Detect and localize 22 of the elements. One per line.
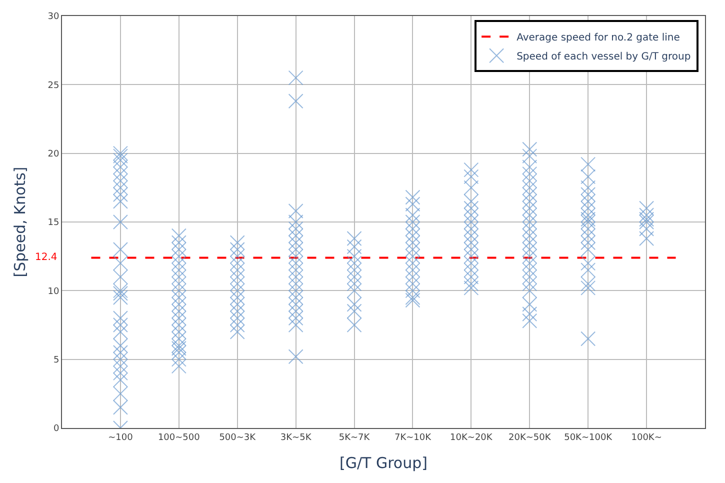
x-tick-label: 5K~7K [338, 432, 371, 443]
y-axis-title: [Speed, Knots] [10, 166, 29, 278]
text: 12.4 [35, 252, 58, 263]
y-tick-label: 30 [48, 12, 60, 22]
x-axis-title: [G/T Group] [340, 454, 428, 472]
y-tick-label: 15 [48, 218, 60, 228]
y-tick-label: 0 [53, 424, 60, 434]
x-tick-label: 10K~20K [450, 432, 494, 443]
x-tick-label: 500~3K [219, 432, 257, 443]
legend-label: Speed of each vessel by G/T group [516, 52, 691, 63]
x-tick-label: ~100 [108, 432, 134, 443]
x-tick-label: 7K~10K [394, 432, 432, 443]
legend-label: Average speed for no.2 gate line [516, 32, 680, 44]
x-tick-label: 100K~ [631, 432, 662, 443]
x-tick-label: 50K~100K [564, 432, 614, 443]
y-tick-label: 25 [48, 80, 60, 91]
x-tick-label: 20K~50K [508, 432, 552, 443]
y-tick-label: 20 [48, 149, 60, 160]
x-tick-label: 3K~5K [280, 432, 312, 443]
y-tick-label: 10 [48, 286, 60, 297]
y-tick-label: 5 [53, 355, 60, 366]
x-tick-label: 100~500 [158, 432, 200, 443]
